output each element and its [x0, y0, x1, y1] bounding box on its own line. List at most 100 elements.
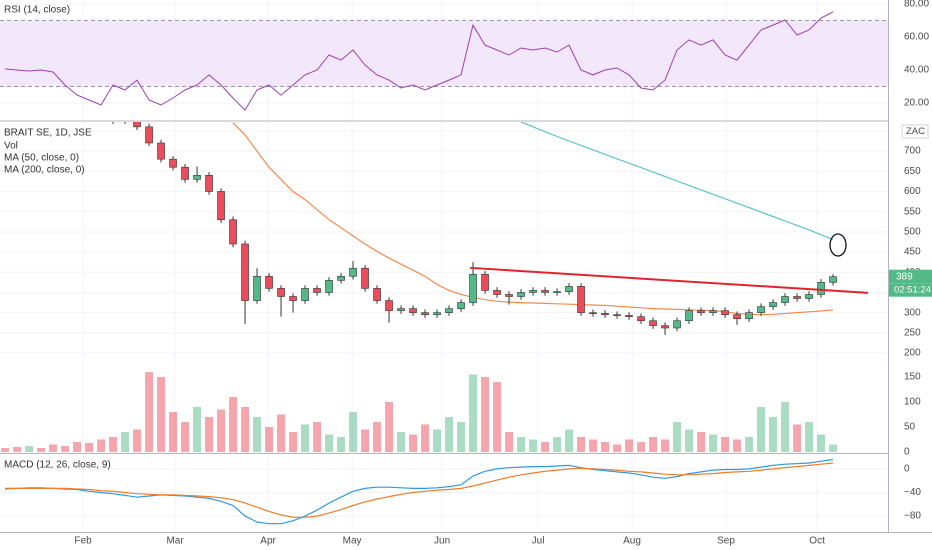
candle-body: [577, 286, 585, 313]
candle-body: [133, 122, 141, 128]
volume-bar: [181, 422, 190, 452]
candle-body: [649, 320, 657, 326]
candle-body: [517, 292, 525, 297]
candle-body: [253, 275, 261, 301]
candle-body: [373, 288, 381, 301]
candle-body: [193, 175, 201, 180]
candle-body: [493, 290, 501, 295]
y-tick-label: 0: [904, 464, 910, 475]
y-tick-label: 200: [904, 348, 921, 359]
volume-bar: [769, 417, 778, 452]
trendline: [469, 266, 869, 294]
volume-bar: [745, 437, 754, 452]
volume-bar: [277, 414, 286, 452]
candle-body: [661, 325, 669, 329]
volume-bar: [265, 427, 274, 452]
volume-bar: [97, 439, 106, 452]
volume-bar: [733, 439, 742, 452]
x-tick-label: Jun: [434, 536, 450, 547]
y-tick-label: 40.00: [904, 65, 929, 76]
candle-body: [421, 312, 429, 315]
candle-body: [829, 276, 837, 283]
rsi-band: [0, 20, 888, 87]
candle-body: [553, 291, 561, 293]
candle-body: [625, 315, 633, 317]
volume-bar: [73, 442, 82, 452]
volume-bar: [229, 397, 238, 452]
volume-bar: [469, 374, 478, 452]
y-tick-label: 300: [904, 307, 921, 318]
candle-body: [793, 296, 801, 299]
candle-body: [361, 267, 369, 289]
volume-bar: [445, 417, 454, 452]
candle-body: [349, 267, 357, 277]
x-tick-label: Mar: [166, 536, 184, 547]
volume-bar: [481, 377, 490, 452]
volume-bar: [397, 432, 406, 452]
candle-body: [781, 296, 789, 303]
volume-bar: [805, 422, 814, 452]
rsi-line: [4, 11, 834, 111]
volume-bar: [193, 407, 202, 452]
candle-body: [301, 288, 309, 301]
volume-bar: [637, 442, 646, 452]
candle-body: [685, 310, 693, 322]
candle-body: [565, 286, 573, 292]
volume-bar: [781, 402, 790, 452]
volume-bar: [817, 434, 826, 452]
y-tick-label: 60.00: [904, 32, 929, 43]
volume-legend: Vol: [4, 141, 18, 152]
candle-body: [805, 294, 813, 299]
volume-tick-label: 0: [904, 447, 910, 458]
countdown-label: 02:51:24: [894, 285, 931, 296]
candle-body: [673, 320, 681, 329]
volume-bar: [457, 422, 466, 452]
volume-bar: [253, 417, 262, 452]
volume-bar: [169, 412, 178, 452]
candle-body: [145, 126, 153, 144]
candle-body: [457, 302, 465, 309]
volume-bar: [205, 417, 214, 452]
moving-average: [232, 122, 834, 316]
volume-bar: [649, 437, 658, 452]
candle-body: [817, 282, 825, 295]
macd-title: MACD (12, 26, close, 9): [4, 460, 111, 471]
volume-bar: [1, 448, 10, 452]
candle-body: [265, 275, 273, 289]
countdown-tag: [889, 283, 932, 297]
volume-bar: [157, 377, 166, 452]
line-series: [4, 458, 834, 525]
candle-body: [241, 243, 249, 301]
volume-bar: [25, 446, 34, 452]
volume-bar: [301, 424, 310, 452]
volume-bar: [793, 424, 802, 452]
volume-bar: [373, 422, 382, 452]
candle-body: [337, 275, 345, 281]
volume-bar: [757, 407, 766, 452]
volume-bar: [325, 434, 334, 452]
volume-bar: [337, 437, 346, 452]
candle-body: [541, 290, 549, 293]
volume-bar: [385, 402, 394, 452]
y-tick-label: 20.00: [904, 98, 929, 109]
symbol-title: BRAIT SE, 1D, JSE: [4, 128, 92, 139]
candle-body: [169, 158, 177, 168]
y-tick-label: 550: [904, 206, 921, 217]
volume-bar: [517, 437, 526, 452]
ma-legend: MA (200, close, 0): [4, 165, 85, 176]
volume-bar: [829, 444, 838, 452]
candle-body: [157, 142, 165, 160]
volume-bar: [289, 432, 298, 452]
volume-bar: [409, 434, 418, 452]
drawn-circle: [829, 233, 847, 257]
x-tick-label: Apr: [260, 536, 276, 547]
x-tick-label: Feb: [74, 536, 92, 547]
volume-bar: [601, 442, 610, 452]
volume-bar: [709, 434, 718, 452]
candle-body: [613, 314, 621, 316]
candle-body: [721, 310, 729, 315]
volume-bar: [85, 443, 94, 452]
y-tick-label: 250: [904, 327, 921, 338]
volume-tick-label: 100: [904, 397, 921, 408]
